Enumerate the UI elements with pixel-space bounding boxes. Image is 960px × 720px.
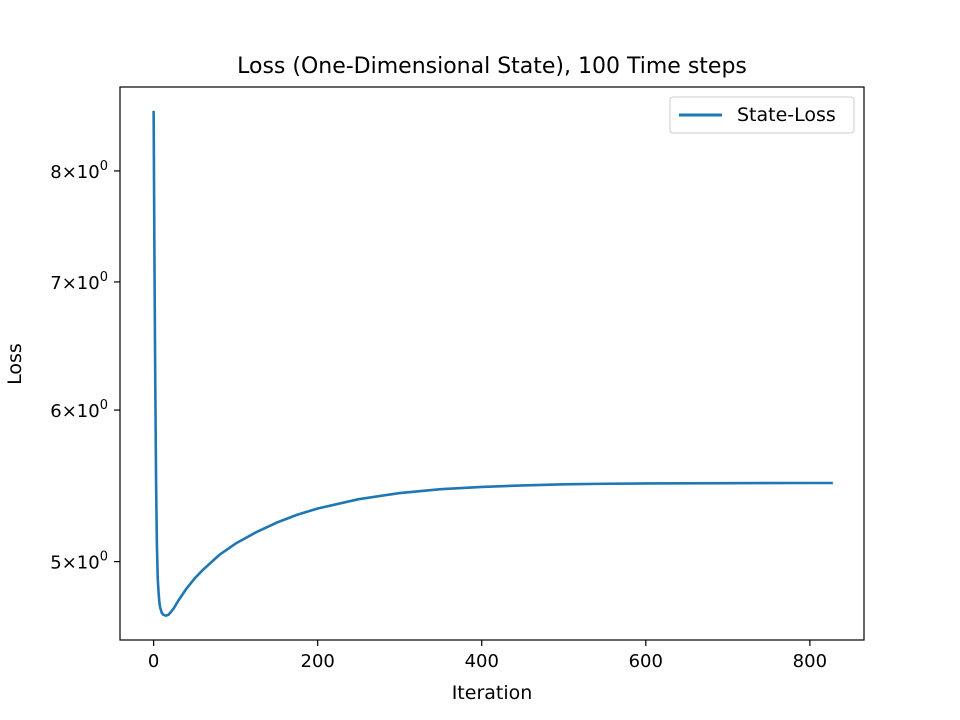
y-tick-label: 5×100 — [50, 550, 108, 574]
y-tick-label: 8×100 — [50, 159, 108, 183]
y-tick-label: 6×100 — [50, 398, 108, 422]
x-tick-label: 400 — [465, 651, 499, 672]
series-line-0 — [152, 110, 833, 617]
legend-label: State-Loss — [737, 104, 836, 126]
y-axis-label: Loss — [4, 343, 26, 385]
axes-frame — [119, 86, 865, 641]
legend: State-Loss — [669, 96, 855, 134]
legend-box — [669, 96, 855, 134]
x-tick-label: 0 — [148, 651, 159, 672]
x-axis-label: Iteration — [452, 682, 533, 704]
y-axis-ticks: 5×100 6×100 7×100 8×100 — [50, 159, 120, 574]
x-tick-label: 200 — [301, 651, 335, 672]
x-axis-ticks: 0 200 400 600 800 — [148, 640, 827, 672]
x-tick-label: 600 — [629, 651, 663, 672]
chart-title: Loss (One-Dimensional State), 100 Time s… — [237, 54, 747, 79]
y-tick-label: 7×100 — [50, 270, 108, 294]
plot-area — [152, 110, 833, 617]
x-tick-label: 800 — [793, 651, 827, 672]
